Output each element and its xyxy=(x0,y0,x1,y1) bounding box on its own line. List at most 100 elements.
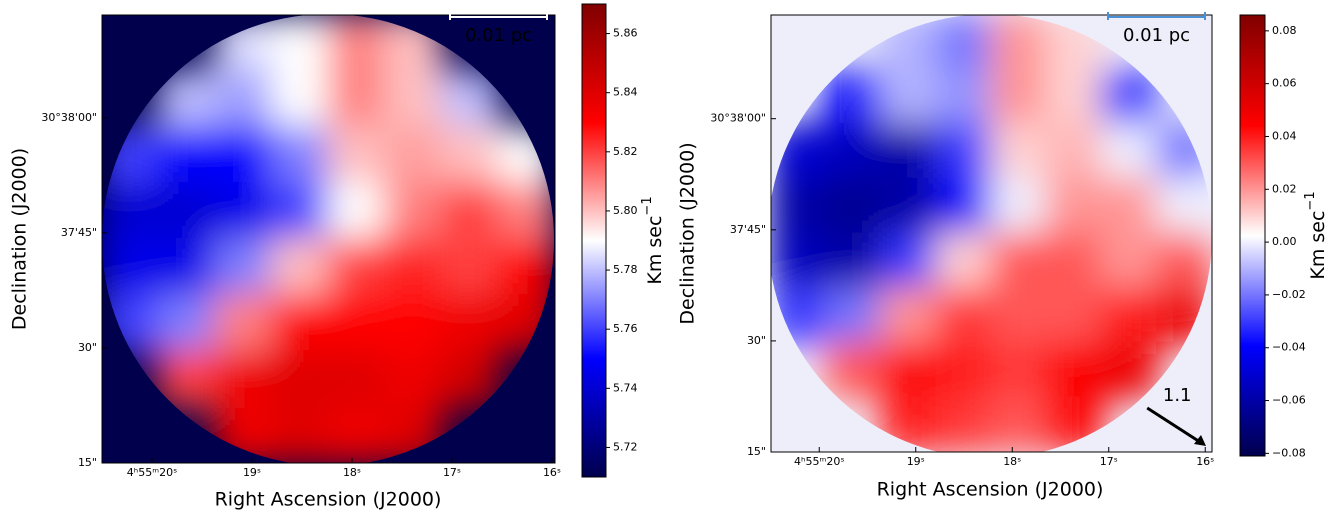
map-cell xyxy=(270,294,330,352)
map-cell xyxy=(1155,232,1212,290)
scale-bar-label: 0.01 pc xyxy=(465,25,532,46)
map-cell xyxy=(384,70,443,128)
map-cell xyxy=(384,294,443,352)
map-cell xyxy=(327,182,387,240)
x-tick-label: 16ˢ xyxy=(543,466,561,479)
map-cell xyxy=(935,15,993,71)
map-cell xyxy=(497,182,554,240)
map-cell xyxy=(440,126,500,184)
map-clip xyxy=(102,15,554,463)
map-cell xyxy=(935,287,993,344)
y-axis-label: Declination (J2000) xyxy=(9,148,31,330)
axes-frame xyxy=(101,14,556,464)
colorbar-tick-label: 0.02 xyxy=(1272,182,1297,195)
x-tick-label: 17ˢ xyxy=(1100,455,1118,468)
x-axis-label: Right Ascension (J2000) xyxy=(877,479,1104,501)
x-tick-label: 18ˢ xyxy=(343,466,361,479)
colorbar xyxy=(1239,14,1266,457)
map-cell xyxy=(990,396,1048,452)
map-cell xyxy=(270,406,330,463)
x-tick-label: 18ˢ xyxy=(1003,455,1021,468)
x-tick-label: 4ʰ55ᵐ20ˢ xyxy=(794,455,844,468)
map-cell xyxy=(1100,287,1158,344)
map-cell xyxy=(214,126,273,184)
x-tick-label: 17ˢ xyxy=(443,466,461,479)
map-cell xyxy=(1100,341,1158,399)
map-cell xyxy=(1045,287,1103,344)
map-cell xyxy=(384,126,443,184)
colorbar-tick-label: 0.00 xyxy=(1272,235,1297,248)
map-cell xyxy=(1045,341,1103,399)
map-cell xyxy=(825,177,883,235)
map-cell xyxy=(384,238,443,296)
map-cell xyxy=(1045,232,1103,290)
map-cell xyxy=(880,232,938,290)
map-cell xyxy=(214,182,273,240)
colorbar-tick-label: −0.02 xyxy=(1272,288,1306,301)
y-tick-label: 15" xyxy=(78,456,97,469)
map-cell xyxy=(440,182,500,240)
map-cell xyxy=(771,232,828,290)
map-cell xyxy=(214,70,273,128)
map-cell xyxy=(102,182,160,240)
map-disc xyxy=(102,15,554,463)
map-cell xyxy=(1100,123,1158,180)
y-tick-label: 15" xyxy=(747,445,766,458)
colorbar-tick-label: 5.74 xyxy=(613,381,638,394)
map-cell xyxy=(990,341,1048,399)
x-tick-label: 16ˢ xyxy=(1196,455,1214,468)
map-cell xyxy=(102,238,160,296)
map-cell xyxy=(771,177,828,235)
map-cell xyxy=(440,294,500,352)
y-tick-label: 30°38'00" xyxy=(710,112,766,125)
map-cell xyxy=(327,238,387,296)
map-cell xyxy=(327,15,387,72)
map-cell xyxy=(270,15,330,72)
map-cell xyxy=(440,238,500,296)
map-cell xyxy=(990,68,1048,126)
colorbar-label-text: Km sec xyxy=(644,216,666,285)
map-cell xyxy=(214,238,273,296)
map-cell xyxy=(935,232,993,290)
colorbar-tick-label: 5.76 xyxy=(613,322,638,335)
map-cell xyxy=(384,182,443,240)
map-cell xyxy=(157,294,217,352)
colorbar-tick-label: 5.78 xyxy=(613,263,638,276)
map-cell xyxy=(825,123,883,180)
map-cell xyxy=(157,182,217,240)
map-cell xyxy=(935,341,993,399)
map-cell xyxy=(825,232,883,290)
map-cell xyxy=(935,396,993,452)
y-axis-label: Declination (J2000) xyxy=(677,142,699,324)
map-cell xyxy=(825,287,883,344)
colorbar-tick-label: 0.04 xyxy=(1272,129,1297,142)
map-cell xyxy=(327,70,387,128)
colorbar xyxy=(581,3,607,478)
reference-vector-label: 1.1 xyxy=(1163,385,1192,406)
y-tick-label: 30" xyxy=(78,341,97,354)
map-cell xyxy=(384,350,443,408)
map-cell xyxy=(327,406,387,463)
y-tick-label: 37'45" xyxy=(61,226,97,239)
map-cell xyxy=(270,70,330,128)
colorbar-tick-label: 5.84 xyxy=(613,86,638,99)
map xyxy=(102,15,554,463)
map-cell xyxy=(270,238,330,296)
map-cell xyxy=(990,15,1048,71)
map-cell xyxy=(270,126,330,184)
reference-vector-head xyxy=(1194,435,1206,446)
map-cell xyxy=(825,341,883,399)
map-cell xyxy=(1155,177,1212,235)
axes-frame xyxy=(770,14,1213,453)
colorbar-label-text: Km sec xyxy=(1307,211,1329,280)
map-cell xyxy=(1100,232,1158,290)
map-cell xyxy=(214,350,273,408)
map-cell xyxy=(214,294,273,352)
map-cell xyxy=(880,341,938,399)
colorbar-label: Km sec−1 xyxy=(1303,191,1329,279)
map-clip xyxy=(771,15,1212,452)
map-cell xyxy=(157,238,217,296)
colorbar-tick-label: 5.82 xyxy=(613,145,638,158)
map-cell xyxy=(270,350,330,408)
map-cell xyxy=(327,126,387,184)
